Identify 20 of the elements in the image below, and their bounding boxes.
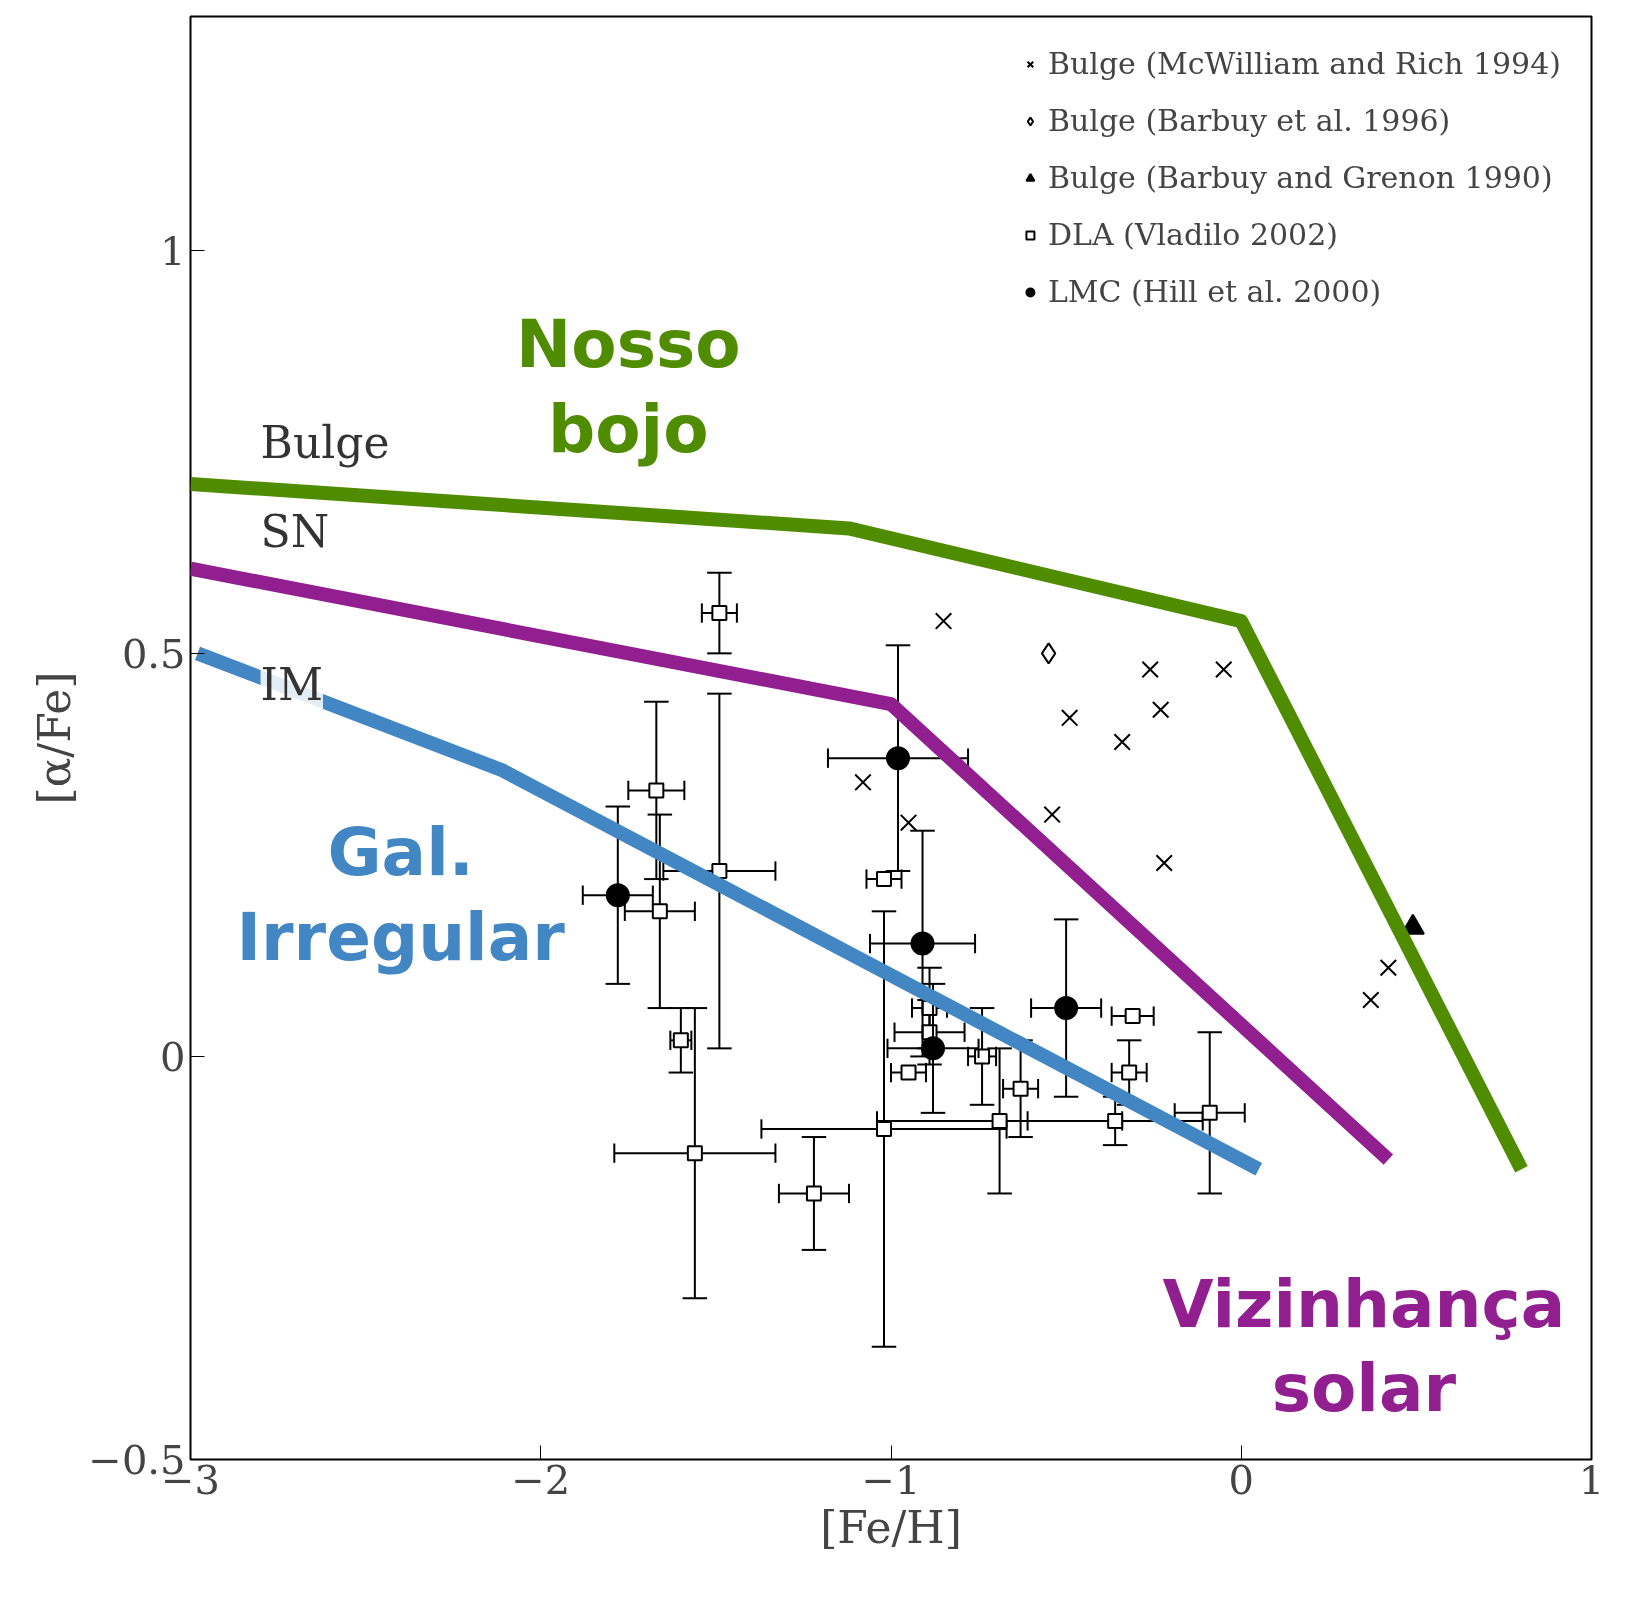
legend-label: DLA (Vladilo 2002) — [1047, 217, 1338, 252]
series-label: Gal. Irregular — [236, 814, 566, 976]
y-tick-label: 0 — [160, 1033, 186, 1080]
x-tick-label: −1 — [861, 1456, 921, 1503]
legend-label: LMC (Hill et al. 2000) — [1047, 274, 1382, 309]
annotation: IM — [260, 658, 323, 710]
series-label: Nosso bojo — [516, 306, 741, 468]
annotation: SN — [260, 505, 330, 557]
annotation: Bulge — [260, 416, 390, 468]
y-tick-label: 1 — [160, 227, 186, 274]
y-tick-label: 0.5 — [121, 630, 186, 677]
legend-label: Bulge (McWilliam and Rich 1994) — [1047, 46, 1561, 81]
y-axis-title: [α/Fe] — [29, 671, 81, 805]
legend-label: Bulge (Barbuy and Grenon 1990) — [1047, 160, 1553, 195]
x-tick-label: 0 — [1228, 1456, 1254, 1503]
text: Vizinhança solar — [1162, 1265, 1566, 1428]
x-tick-label: −2 — [511, 1456, 571, 1503]
legend-label: Bulge (Barbuy et al. 1996) — [1047, 103, 1451, 138]
x-axis-title: [Fe/H] — [820, 1501, 962, 1553]
x-tick-label: 1 — [1578, 1456, 1605, 1503]
